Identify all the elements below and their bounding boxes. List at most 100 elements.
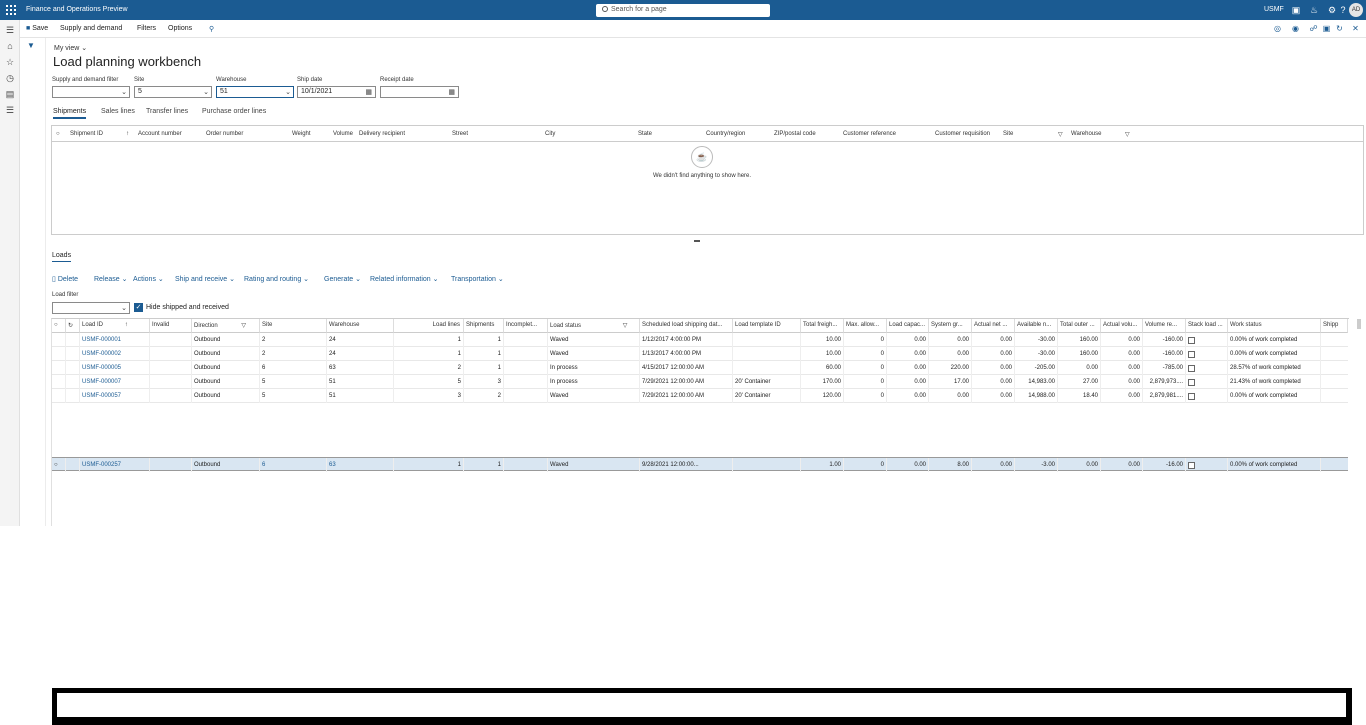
- tab-shipments[interactable]: Shipments: [53, 108, 87, 119]
- bell-icon[interactable]: ♨: [1309, 5, 1319, 15]
- calendar-icon[interactable]: ▦: [365, 89, 372, 96]
- refresh-icon[interactable]: ↻: [1336, 24, 1343, 33]
- clock-icon[interactable]: ◷: [6, 73, 14, 83]
- save-button[interactable]: ■ Save: [26, 25, 48, 32]
- list-icon[interactable]: ☰: [5, 105, 15, 115]
- attach-icon[interactable]: ☍: [1309, 24, 1318, 33]
- cell-id[interactable]: USMF-000057: [80, 389, 150, 403]
- my-view-selector[interactable]: My view ⌄: [54, 44, 87, 52]
- cell-id[interactable]: USMF-000005: [80, 361, 150, 375]
- col-total-freight[interactable]: Total freigh...: [801, 319, 844, 333]
- cell-radio[interactable]: [52, 347, 66, 361]
- cell-id[interactable]: USMF-000257: [80, 458, 150, 472]
- col-direction[interactable]: Direction ▽: [192, 319, 260, 333]
- col-load-id[interactable]: Load ID ↑: [80, 319, 150, 333]
- sd-filter-input[interactable]: ⌄: [52, 86, 130, 98]
- calendar-icon[interactable]: ▦: [448, 89, 455, 96]
- company-picker[interactable]: USMF: [1264, 6, 1284, 13]
- col-stack-load[interactable]: Stack load ...: [1186, 319, 1228, 333]
- col-load-lines[interactable]: Load lines: [394, 319, 464, 333]
- tab-transfer-lines[interactable]: Transfer lines: [146, 108, 189, 115]
- col-work-status[interactable]: Work status: [1228, 319, 1321, 333]
- col-weight[interactable]: Weight: [292, 131, 311, 137]
- release-menu[interactable]: Release ⌄: [94, 275, 128, 283]
- col-shipping[interactable]: Shipp: [1321, 319, 1348, 333]
- table-row[interactable]: USMF-000002 Outbound 2 24 1 1 Waved 1/13/2017 4…: [52, 347, 1348, 361]
- col-site[interactable]: Site: [260, 319, 327, 333]
- gear-icon[interactable]: ⚙: [1327, 5, 1337, 15]
- selected-table-row[interactable]: ○ USMF-000257 Outbound 6 63 1 1 Waved 9/28/2021 …: [52, 457, 1348, 472]
- col-customer-reference[interactable]: Customer reference: [843, 131, 897, 137]
- table-row[interactable]: USMF-000057 Outbound 5 51 3 2 Waved 7/29/2021 1…: [52, 389, 1348, 403]
- stack-load-checkbox[interactable]: [1188, 337, 1195, 344]
- cell-radio[interactable]: [52, 375, 66, 389]
- table-row[interactable]: USMF-000005 Outbound 6 63 2 1 In process 4/15/2…: [52, 361, 1348, 375]
- related-info-menu[interactable]: Related information ⌄: [370, 275, 439, 283]
- stack-load-checkbox[interactable]: [1188, 379, 1195, 386]
- col-city[interactable]: City: [545, 131, 556, 137]
- connect-icon[interactable]: ◎: [1274, 24, 1281, 33]
- splitter-handle[interactable]: [694, 240, 700, 242]
- col-available-net[interactable]: Available n...: [1015, 319, 1058, 333]
- select-all-radio[interactable]: ○: [56, 131, 60, 137]
- cell-id[interactable]: USMF-000007: [80, 375, 150, 389]
- ship-receive-menu[interactable]: Ship and receive ⌄: [175, 275, 235, 283]
- home-icon[interactable]: ⌂: [7, 41, 13, 51]
- col-shipments[interactable]: Shipments: [464, 319, 504, 333]
- col-warehouse[interactable]: Warehouse: [1071, 131, 1102, 137]
- col-invalid[interactable]: Invalid: [150, 319, 192, 333]
- search-icon[interactable]: ⚲: [209, 26, 215, 33]
- col-load-status[interactable]: Load status ▽: [548, 319, 640, 333]
- col-incomplete[interactable]: Incomplet...: [504, 319, 548, 333]
- table-row[interactable]: USMF-000007 Outbound 5 51 5 3 In process 7/29/2…: [52, 375, 1348, 389]
- filter-icon[interactable]: ▽: [1125, 132, 1130, 138]
- ship-date-input[interactable]: 10/1/2021 ▦: [297, 86, 376, 98]
- col-volume-remaining[interactable]: Volume re...: [1143, 319, 1186, 333]
- stack-load-checkbox[interactable]: [1188, 351, 1195, 358]
- warehouse-input[interactable]: 51 ⌄: [216, 86, 294, 98]
- rating-routing-menu[interactable]: Rating and routing ⌄: [244, 275, 309, 283]
- table-row[interactable]: USMF-000001 Outbound 2 24 1 1 Waved 1/12/2017 4…: [52, 333, 1348, 347]
- col-load-template[interactable]: Load template ID: [733, 319, 801, 333]
- col-max-allow[interactable]: Max. allow...: [844, 319, 887, 333]
- col-load-capacity[interactable]: Load capac...: [887, 319, 929, 333]
- stack-load-checkbox[interactable]: [1188, 462, 1195, 469]
- help-icon[interactable]: ?: [1340, 5, 1346, 15]
- transportation-menu[interactable]: Transportation ⌄: [451, 275, 504, 283]
- cell-radio[interactable]: [52, 389, 66, 403]
- cell-radio[interactable]: [52, 361, 66, 375]
- col-actual-net[interactable]: Actual net ...: [972, 319, 1015, 333]
- hide-shipped-checkbox[interactable]: ✓: [134, 303, 143, 312]
- col-order-number[interactable]: Order number: [206, 131, 244, 137]
- col-delivery-recipient[interactable]: Delivery recipient: [359, 131, 406, 137]
- tab-sales-lines[interactable]: Sales lines: [101, 108, 135, 115]
- avatar[interactable]: AD: [1349, 3, 1363, 17]
- search-input[interactable]: Search for a page: [596, 4, 770, 17]
- actions-menu[interactable]: Actions ⌄: [133, 275, 164, 283]
- col-system-gross[interactable]: System gr...: [929, 319, 972, 333]
- grid-scrollbar[interactable]: [1357, 319, 1361, 329]
- filter-icon[interactable]: ▽: [1058, 132, 1063, 138]
- col-volume[interactable]: Volume: [333, 131, 354, 137]
- col-warehouse[interactable]: Warehouse: [327, 319, 394, 333]
- load-filter-input[interactable]: ⌄: [52, 302, 130, 314]
- stack-load-checkbox[interactable]: [1188, 393, 1195, 400]
- stack-load-checkbox[interactable]: [1188, 365, 1195, 372]
- col-account-number[interactable]: Account number: [138, 131, 182, 137]
- chat-icon[interactable]: ▣: [1291, 5, 1301, 15]
- popout-icon[interactable]: ▣: [1322, 24, 1331, 33]
- close-icon[interactable]: ✕: [1352, 24, 1359, 33]
- col-actual-volume[interactable]: Actual volu...: [1101, 319, 1143, 333]
- cell-id[interactable]: USMF-000002: [80, 347, 150, 361]
- filters-button[interactable]: Filters: [137, 25, 157, 32]
- cell-id[interactable]: USMF-000001: [80, 333, 150, 347]
- tab-purchase-order-lines[interactable]: Purchase order lines: [202, 108, 267, 115]
- refresh-icon[interactable]: ↻: [66, 319, 80, 333]
- delete-button[interactable]: ▯ Delete: [52, 275, 78, 283]
- supply-demand-button[interactable]: Supply and demand: [60, 25, 123, 32]
- workspace-icon[interactable]: ▤: [5, 89, 15, 99]
- filter-icon[interactable]: ▼: [27, 41, 35, 50]
- star-icon[interactable]: ☆: [5, 57, 15, 67]
- col-scheduled-date[interactable]: Scheduled load shipping dat...: [640, 319, 733, 333]
- col-shipment-id[interactable]: Shipment ID: [70, 131, 104, 137]
